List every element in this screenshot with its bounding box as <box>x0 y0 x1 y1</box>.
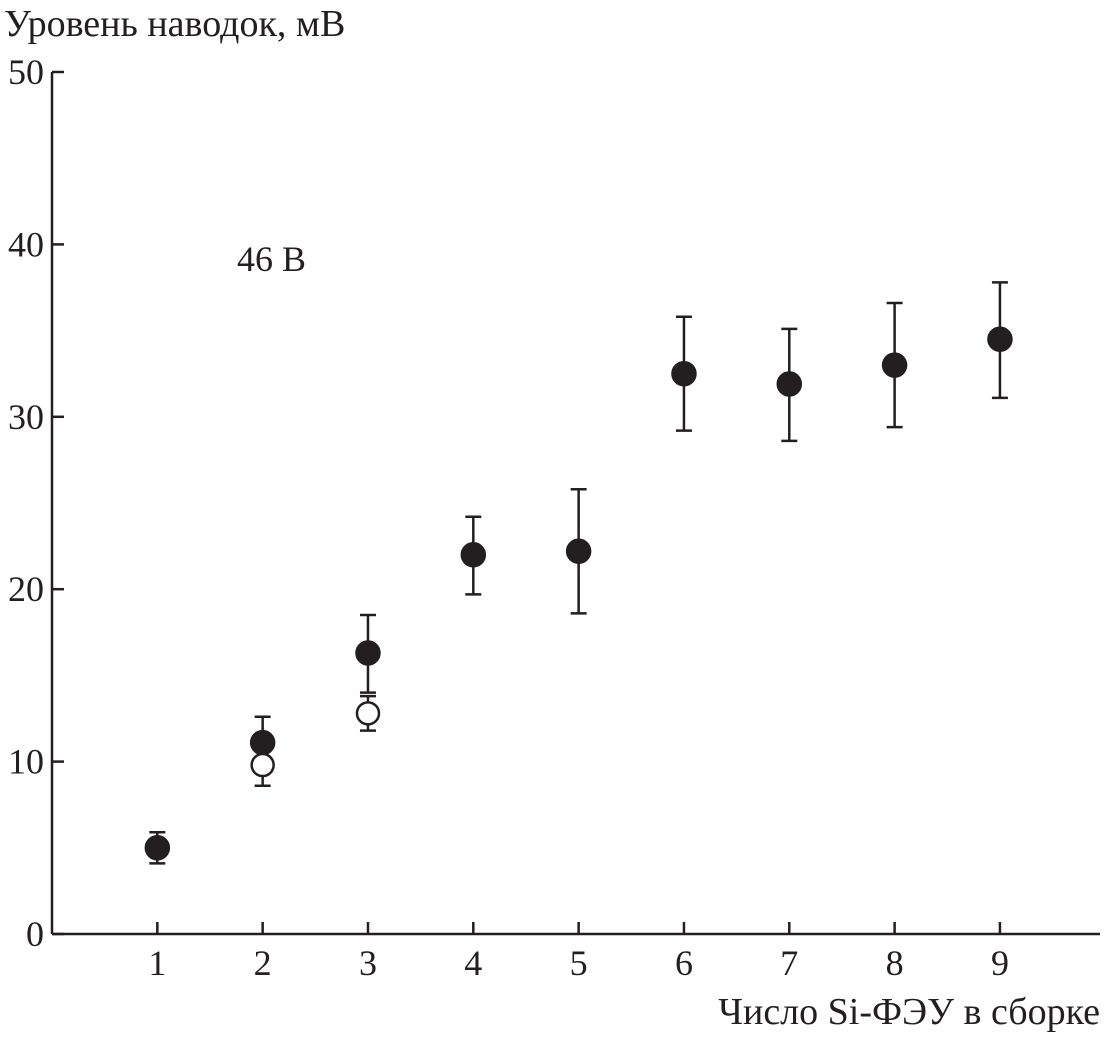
y-tick-label: 50 <box>8 52 44 92</box>
data-point-filled <box>565 538 592 565</box>
x-axis-title: Число Si-ФЭУ в сборке <box>718 991 1100 1033</box>
x-tick-label: 9 <box>991 943 1009 983</box>
data-point-filled <box>355 640 381 666</box>
x-tick-label: 5 <box>570 943 588 983</box>
x-tick-label: 4 <box>464 943 482 983</box>
y-ticks: 0 10 20 30 40 50 <box>8 52 64 954</box>
x-tick-label: 6 <box>675 943 693 983</box>
y-axis-title: Уровень наводок, мВ <box>4 3 345 45</box>
x-tick-label: 8 <box>886 943 904 983</box>
voltage-annotation: 46 В <box>237 239 306 279</box>
data-point-open <box>355 701 381 726</box>
y-tick-label: 30 <box>8 397 44 437</box>
y-tick-label: 10 <box>8 742 44 782</box>
data-point-filled <box>460 541 487 568</box>
x-tick-label: 7 <box>780 943 798 983</box>
x-tick-label: 2 <box>254 943 272 983</box>
x-tick-label: 3 <box>359 943 377 983</box>
x-tick-label: 1 <box>148 943 166 983</box>
y-tick-label: 0 <box>26 914 44 954</box>
data-point-filled <box>881 352 908 378</box>
data-point-filled <box>671 360 697 387</box>
data-point-filled <box>776 371 803 397</box>
y-tick-label: 20 <box>8 569 44 609</box>
data-point-open <box>250 752 275 778</box>
x-ticks: 1 2 3 4 5 6 7 8 9 <box>148 922 1009 983</box>
y-tick-label: 40 <box>8 224 44 264</box>
data-point-filled <box>249 729 276 756</box>
data-point-filled <box>987 326 1013 352</box>
data-marks <box>144 281 1013 865</box>
data-point-filled <box>144 835 171 861</box>
